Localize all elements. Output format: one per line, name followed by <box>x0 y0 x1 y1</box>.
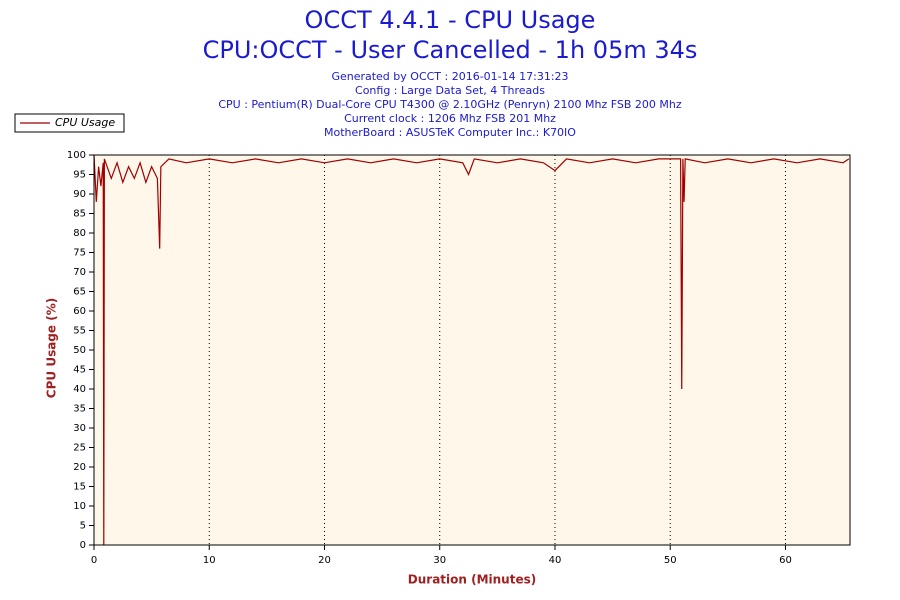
y-tick-label: 0 <box>80 540 86 551</box>
plot-border <box>93 154 851 546</box>
x-tick-label: 60 <box>779 555 792 566</box>
x-tick-label: 30 <box>433 555 446 566</box>
y-tick-label: 35 <box>73 404 86 415</box>
info-line: Generated by OCCT : 2016-01-14 17:31:23 <box>331 70 568 83</box>
x-tick-label: 50 <box>664 555 677 566</box>
y-tick-label: 95 <box>73 170 86 181</box>
y-tick-label: 90 <box>73 189 86 200</box>
legend-box <box>14 113 125 133</box>
y-axis-label: CPU Usage (%) <box>45 298 59 398</box>
y-tick-label: 15 <box>73 482 86 493</box>
x-tick-label: 40 <box>549 555 562 566</box>
chart-subtitle: CPU:OCCT - User Cancelled - 1h 05m 34s <box>203 36 698 64</box>
y-tick-label: 75 <box>73 248 86 259</box>
y-tick-label: 20 <box>73 462 86 473</box>
y-tick-label: 10 <box>73 501 86 512</box>
x-tick-label: 10 <box>203 555 216 566</box>
plot-area <box>94 155 850 545</box>
x-tick-label: 0 <box>91 555 97 566</box>
y-tick-label: 55 <box>73 326 86 337</box>
y-tick-label: 70 <box>73 267 86 278</box>
y-tick-label: 45 <box>73 365 86 376</box>
y-tick-label: 50 <box>73 345 86 356</box>
y-tick-label: 100 <box>67 150 86 161</box>
legend-label: CPU Usage <box>55 116 115 129</box>
info-line: Current clock : 1206 Mhz FSB 201 Mhz <box>344 112 556 125</box>
x-tick-label: 20 <box>318 555 331 566</box>
y-tick-label: 30 <box>73 423 86 434</box>
info-line: MotherBoard : ASUSTeK Computer Inc.: K70… <box>324 126 576 139</box>
y-tick-label: 40 <box>73 384 86 395</box>
y-tick-label: 25 <box>73 443 86 454</box>
chart-title: OCCT 4.4.1 - CPU Usage <box>305 6 596 34</box>
x-axis-label: Duration (Minutes) <box>408 573 536 587</box>
y-tick-label: 5 <box>80 521 86 532</box>
info-line: Config : Large Data Set, 4 Threads <box>355 84 545 97</box>
y-tick-label: 65 <box>73 287 86 298</box>
y-tick-label: 60 <box>73 306 86 317</box>
info-line: CPU : Pentium(R) Dual-Core CPU T4300 @ 2… <box>218 98 682 111</box>
y-tick-label: 85 <box>73 209 86 220</box>
y-tick-label: 80 <box>73 228 86 239</box>
data-line <box>93 154 850 546</box>
